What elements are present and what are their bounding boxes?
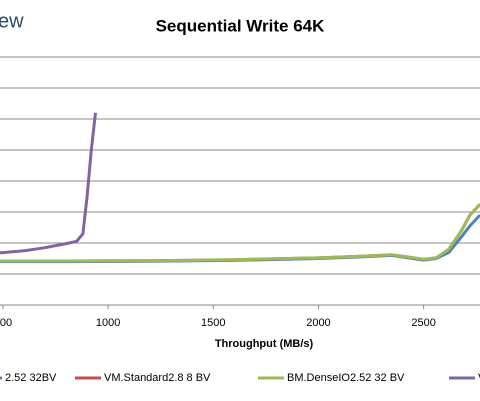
chart-title: Sequential Write 64K: [156, 16, 326, 35]
x-tick-label: 500: [0, 317, 12, 329]
legend-label: V: [478, 372, 480, 384]
x-tick-label: 1500: [201, 317, 225, 329]
legend-label: 2.52 32BV: [5, 372, 57, 384]
legend-label: VM.Standard2.8 8 BV: [104, 372, 211, 384]
logo-text: ew: [0, 10, 24, 32]
series-line: [0, 112, 97, 255]
series-line: [0, 203, 480, 263]
x-tick-label: 2500: [411, 317, 435, 329]
series-line: [0, 214, 480, 264]
x-tick-label: 1000: [96, 317, 120, 329]
x-tick-label: 2000: [306, 317, 330, 329]
x-axis-label: Throughput (MB/s): [215, 338, 314, 350]
legend-label: BM.DenseIO2.52 32 BV: [287, 372, 405, 384]
series-line: [0, 203, 480, 263]
